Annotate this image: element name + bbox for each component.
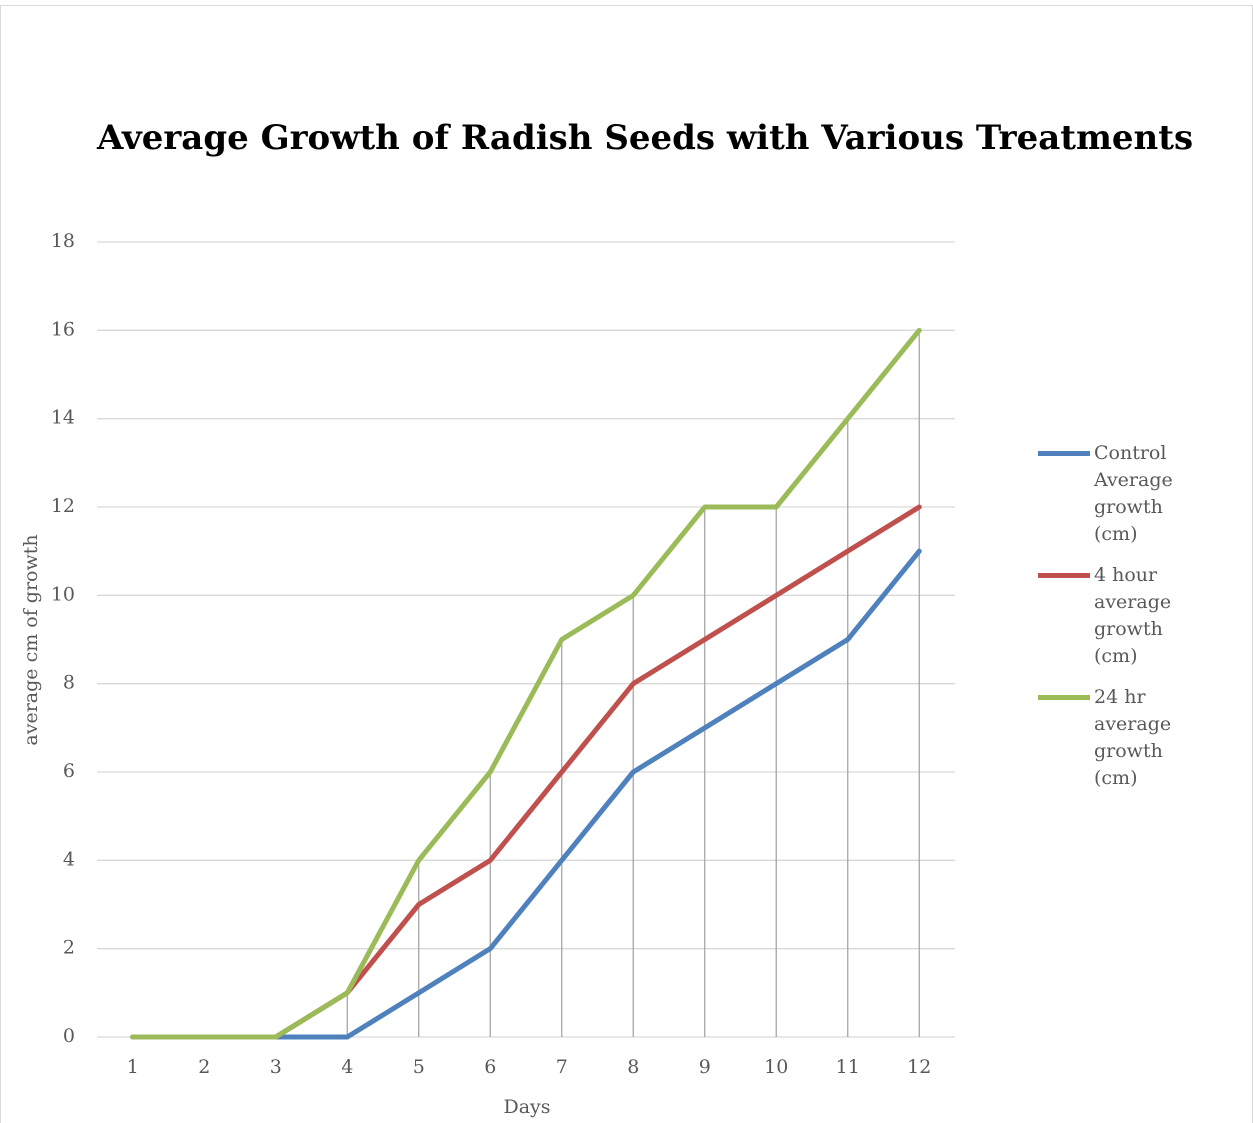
x-tick-label: 8 bbox=[627, 1056, 639, 1078]
series-lines bbox=[130, 327, 922, 1040]
legend-label: 24 hr average growth (cm) bbox=[1094, 686, 1172, 789]
y-tick-label: 0 bbox=[63, 1025, 75, 1047]
x-tick-label: 5 bbox=[413, 1056, 425, 1078]
x-tick-label: 2 bbox=[198, 1056, 210, 1078]
x-tick-label: 6 bbox=[484, 1056, 496, 1078]
x-tick-label: 3 bbox=[270, 1056, 282, 1078]
y-tick-label: 8 bbox=[63, 672, 75, 694]
x-tick-label: 10 bbox=[764, 1056, 788, 1078]
y-tick-label: 10 bbox=[51, 583, 75, 605]
legend: Control Average growth (cm) 4 hour averag… bbox=[1038, 440, 1188, 806]
y-tick-label: 16 bbox=[51, 318, 75, 340]
drop-lines bbox=[346, 330, 920, 1037]
y-tick-label: 6 bbox=[63, 760, 75, 782]
y-tick-label: 12 bbox=[51, 495, 75, 517]
series-line bbox=[130, 327, 922, 1040]
legend-item: 4 hour average growth (cm) bbox=[1038, 562, 1188, 670]
legend-label: Control Average growth (cm) bbox=[1094, 442, 1173, 545]
x-tick-label: 11 bbox=[836, 1056, 860, 1078]
legend-item: 24 hr average growth (cm) bbox=[1038, 684, 1188, 792]
legend-label: 4 hour average growth (cm) bbox=[1094, 564, 1172, 667]
series-line bbox=[130, 548, 922, 1040]
y-tick-label: 2 bbox=[63, 937, 75, 959]
legend-swatch bbox=[1038, 573, 1090, 578]
chart-title: Average Growth of Radish Seeds with Vari… bbox=[96, 118, 1193, 158]
legend-swatch bbox=[1038, 695, 1090, 700]
y-axis-title: average cm of growth bbox=[20, 534, 42, 745]
x-tick-label: 12 bbox=[907, 1056, 931, 1078]
x-tick-label: 7 bbox=[556, 1056, 568, 1078]
y-tick-label: 18 bbox=[51, 230, 75, 252]
y-tick-label: 14 bbox=[51, 407, 75, 429]
legend-item: Control Average growth (cm) bbox=[1038, 440, 1188, 548]
grid bbox=[97, 241, 955, 1038]
x-tick-label: 9 bbox=[699, 1056, 711, 1078]
legend-swatch bbox=[1038, 451, 1090, 456]
x-axis-title: Days bbox=[503, 1096, 550, 1118]
x-tick-label: 4 bbox=[341, 1056, 353, 1078]
y-tick-label: 4 bbox=[63, 848, 75, 870]
x-tick-label: 1 bbox=[127, 1056, 139, 1078]
